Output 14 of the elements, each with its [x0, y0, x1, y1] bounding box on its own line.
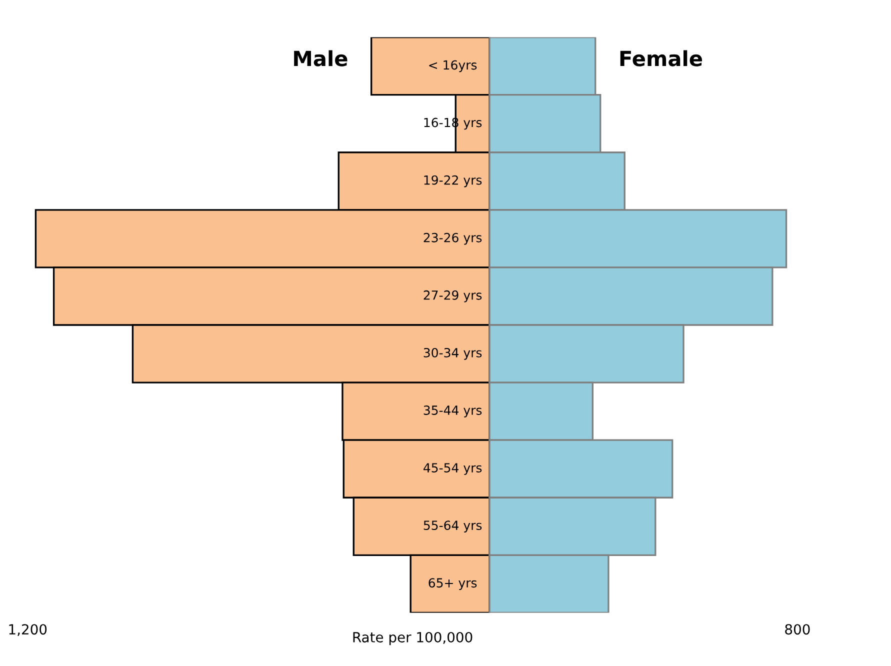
series-label: Male: [294, 50, 348, 66]
x-tick-label: 800: [785, 624, 810, 635]
y-tick-label: 23-26 yrs: [424, 232, 482, 245]
y-tick-label: < 16yrs: [429, 60, 477, 72]
x-axis-title: Rate per 100,000: [353, 632, 472, 646]
y-tick-label: 35-44 yrs: [424, 405, 482, 418]
y-tick-label: 27-29 yrs: [424, 290, 482, 302]
x-tick-label: 1,200: [9, 624, 47, 636]
y-tick-label: 19-22 yrs: [424, 175, 482, 188]
y-tick-label: 65+ yrs: [428, 578, 477, 590]
series-label: Female: [620, 50, 702, 66]
y-tick-label: 45-54 yrs: [424, 463, 482, 475]
y-tick-label: 55-64 yrs: [424, 520, 482, 532]
y-tick-label: 30-34 yrs: [424, 348, 482, 360]
